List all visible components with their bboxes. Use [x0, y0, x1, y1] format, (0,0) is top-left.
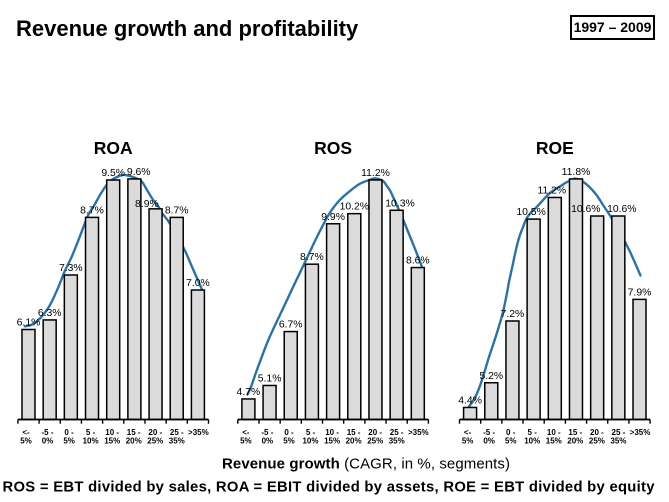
svg-text:5%: 5%	[283, 437, 295, 446]
svg-text:<-: <-	[242, 428, 250, 437]
svg-text:25 -: 25 -	[390, 428, 404, 437]
svg-text:ROA: ROA	[94, 138, 133, 158]
svg-text:<-: <-	[464, 428, 472, 437]
svg-text:7.0%: 7.0%	[186, 278, 210, 289]
svg-text:>35%: >35%	[188, 428, 209, 437]
svg-text:10.3%: 10.3%	[385, 198, 414, 209]
svg-text:ROS: ROS	[314, 138, 352, 158]
svg-text:>35%: >35%	[408, 428, 429, 437]
svg-text:25%: 25%	[147, 437, 163, 446]
svg-text:0 -: 0 -	[64, 428, 74, 437]
svg-text:15 -: 15 -	[127, 428, 141, 437]
svg-text:10%: 10%	[524, 437, 540, 446]
svg-text:5%: 5%	[240, 437, 252, 446]
svg-text:10 -: 10 -	[325, 428, 339, 437]
svg-text:5.1%: 5.1%	[258, 374, 282, 385]
svg-text:4.4%: 4.4%	[458, 396, 482, 407]
svg-text:5.2%: 5.2%	[479, 371, 503, 382]
svg-text:11.2%: 11.2%	[361, 168, 390, 179]
svg-text:15 -: 15 -	[568, 428, 582, 437]
svg-text:10%: 10%	[83, 437, 99, 446]
svg-text:10 -: 10 -	[547, 428, 561, 437]
svg-text:9.9%: 9.9%	[321, 212, 345, 223]
svg-text:35%: 35%	[610, 437, 626, 446]
svg-text:8.9%: 8.9%	[135, 199, 159, 210]
svg-text:25%: 25%	[589, 437, 605, 446]
svg-text:4.7%: 4.7%	[237, 387, 261, 398]
svg-text:5 -: 5 -	[528, 428, 538, 437]
svg-text:7.2%: 7.2%	[501, 309, 525, 320]
svg-text:5%: 5%	[20, 437, 32, 446]
svg-text:20 -: 20 -	[368, 428, 382, 437]
svg-text:20 -: 20 -	[148, 428, 162, 437]
svg-text:6.1%: 6.1%	[17, 318, 41, 329]
svg-text:-5 -: -5 -	[483, 428, 495, 437]
svg-text:11.8%: 11.8%	[562, 167, 591, 178]
svg-text:-5 -: -5 -	[261, 428, 273, 437]
svg-text:0 -: 0 -	[506, 428, 516, 437]
svg-text:>35%: >35%	[630, 428, 651, 437]
svg-text:0 -: 0 -	[284, 428, 294, 437]
svg-text:8.7%: 8.7%	[300, 252, 324, 263]
svg-text:35%: 35%	[169, 437, 185, 446]
svg-text:Revenue growth (CAGR, in %, se: Revenue growth (CAGR, in %, segments)	[222, 456, 510, 473]
svg-text:25 -: 25 -	[170, 428, 184, 437]
svg-text:-5 -: -5 -	[42, 428, 54, 437]
svg-text:9.6%: 9.6%	[127, 167, 151, 178]
svg-text:25%: 25%	[367, 437, 383, 446]
svg-text:20%: 20%	[567, 437, 583, 446]
svg-text:20%: 20%	[126, 437, 142, 446]
svg-text:6.3%: 6.3%	[38, 308, 62, 319]
svg-text:25 -: 25 -	[612, 428, 626, 437]
svg-text:0%: 0%	[42, 437, 54, 446]
svg-text:5%: 5%	[462, 437, 474, 446]
svg-text:ROE: ROE	[536, 138, 574, 158]
svg-text:20 -: 20 -	[590, 428, 604, 437]
svg-text:10%: 10%	[302, 437, 318, 446]
svg-text:10.2%: 10.2%	[340, 202, 369, 213]
svg-text:15%: 15%	[546, 437, 562, 446]
svg-text:0%: 0%	[262, 437, 274, 446]
svg-text:ROS = EBT divided by sales, RO: ROS = EBT divided by sales, ROA = EBIT d…	[3, 480, 656, 496]
svg-text:8.7%: 8.7%	[165, 205, 189, 216]
svg-text:15%: 15%	[104, 437, 120, 446]
svg-text:7.3%: 7.3%	[59, 263, 83, 274]
svg-text:15 -: 15 -	[347, 428, 361, 437]
svg-text:5%: 5%	[63, 437, 75, 446]
svg-text:11.2%: 11.2%	[537, 186, 566, 197]
svg-text:<-: <-	[22, 428, 30, 437]
svg-text:8.7%: 8.7%	[80, 205, 104, 216]
svg-text:9.5%: 9.5%	[101, 168, 125, 179]
svg-text:7.9%: 7.9%	[628, 287, 652, 298]
svg-text:0%: 0%	[483, 437, 495, 446]
svg-text:8.6%: 8.6%	[406, 256, 430, 267]
svg-text:10.6%: 10.6%	[571, 204, 600, 215]
svg-text:15%: 15%	[324, 437, 340, 446]
svg-text:35%: 35%	[389, 437, 405, 446]
svg-text:5 -: 5 -	[86, 428, 96, 437]
svg-text:10.6%: 10.6%	[607, 204, 636, 215]
svg-text:5 -: 5 -	[306, 428, 316, 437]
svg-text:10 -: 10 -	[105, 428, 119, 437]
svg-text:10.5%: 10.5%	[516, 207, 545, 218]
svg-text:5%: 5%	[505, 437, 517, 446]
svg-text:20%: 20%	[346, 437, 362, 446]
svg-text:6.7%: 6.7%	[279, 320, 303, 331]
